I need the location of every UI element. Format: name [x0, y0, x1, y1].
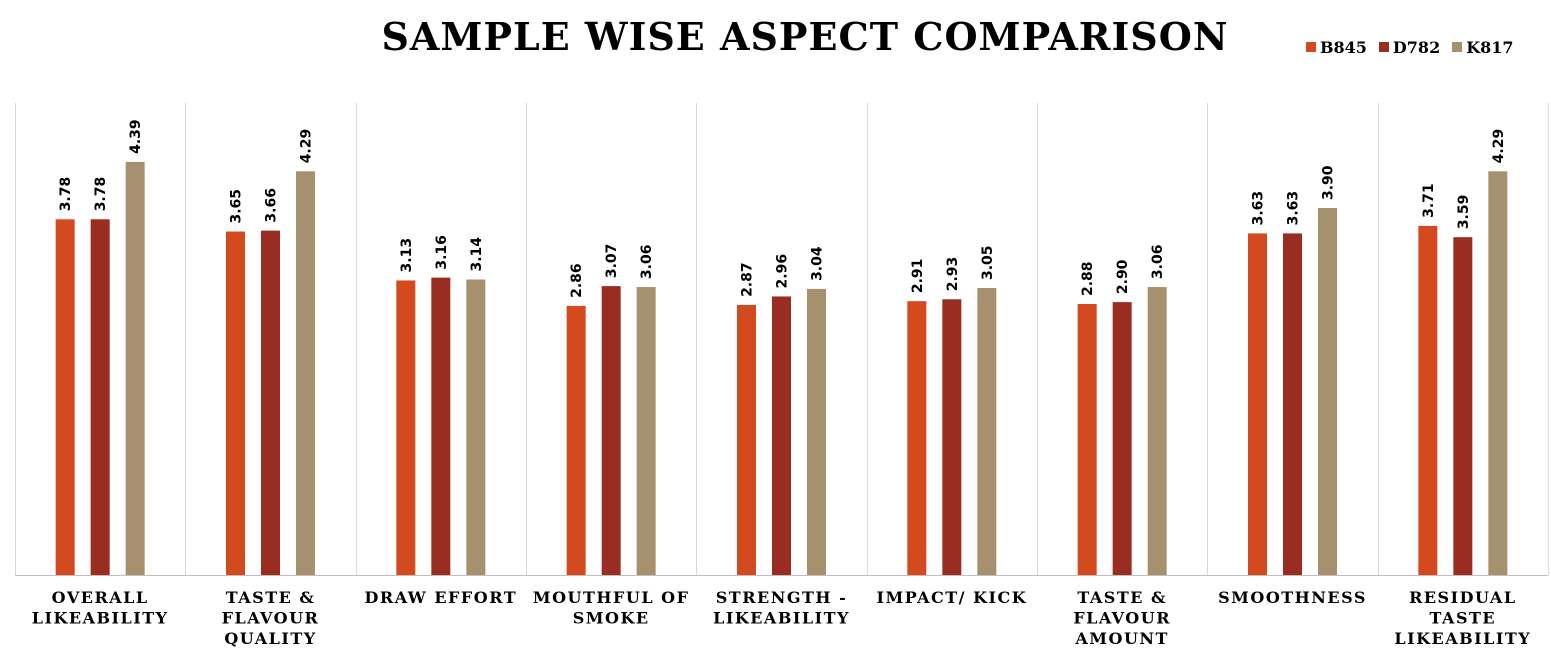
- data-label: 2.90: [1115, 259, 1131, 294]
- bar-d782: [772, 296, 791, 575]
- x-tick-label: LIKEABILITY: [32, 609, 169, 628]
- bar-d782: [601, 286, 621, 575]
- bar-b845: [907, 301, 927, 575]
- x-tick-label: LIKEABILITY: [1394, 629, 1531, 648]
- x-tick-label: SMOOTHNESS: [1218, 588, 1367, 607]
- data-label: 2.88: [1080, 261, 1096, 296]
- bar-d782: [431, 277, 451, 575]
- bar-d782: [942, 299, 962, 575]
- x-tick-label: AMOUNT: [1074, 629, 1169, 648]
- data-label: 3.14: [469, 237, 485, 272]
- data-label: 4.29: [1491, 129, 1507, 164]
- data-label: 3.71: [1421, 183, 1437, 218]
- data-label: 3.78: [93, 177, 109, 212]
- data-label: 2.91: [910, 259, 926, 294]
- bar-b845: [1418, 225, 1438, 575]
- data-label: 4.29: [299, 129, 315, 164]
- data-label: 3.04: [810, 246, 826, 281]
- data-label: 2.86: [569, 263, 585, 298]
- bar-d782: [1112, 302, 1132, 575]
- bar-k817: [125, 161, 145, 575]
- x-tick-label: DRAW EFFORT: [365, 588, 518, 607]
- x-tick-label: TASTE &: [226, 588, 316, 607]
- bar-k817: [466, 279, 486, 575]
- bar-b845: [1248, 233, 1267, 576]
- legend-swatch-d782: [1378, 42, 1389, 52]
- bar-k817: [1147, 287, 1167, 575]
- data-label: 3.63: [1286, 191, 1302, 226]
- legend-swatch-b845: [1306, 42, 1316, 52]
- bar-b845: [1077, 303, 1097, 575]
- data-label: 3.66: [264, 188, 280, 223]
- chart-title: SAMPLE WISE ASPECT COMPARISON: [381, 14, 1229, 59]
- bar-k817: [977, 287, 997, 575]
- data-label: 3.16: [434, 235, 450, 270]
- data-label: 2.93: [945, 257, 961, 292]
- bar-k817: [807, 288, 826, 575]
- data-label: 4.39: [128, 119, 144, 154]
- data-label: 2.96: [775, 254, 791, 289]
- data-label: 3.59: [1456, 195, 1472, 230]
- x-tick-label: TASTE &: [1077, 588, 1167, 607]
- bar-k817: [1488, 171, 1508, 575]
- bar-k817: [1318, 208, 1337, 575]
- bar-b845: [737, 304, 756, 575]
- bar-d782: [1283, 233, 1302, 576]
- legend-item-k817: K817: [1452, 37, 1514, 57]
- data-label: 3.78: [58, 177, 74, 212]
- legend: B845 D782 K817: [1306, 37, 1514, 57]
- x-tick-label: TASTE: [1430, 609, 1497, 628]
- x-tick-label: MOUTHFUL OF: [533, 588, 690, 607]
- data-label: 3.06: [1150, 245, 1166, 280]
- data-label: 3.63: [1251, 191, 1267, 226]
- data-label: 3.06: [639, 245, 655, 280]
- bar-d782: [90, 219, 110, 575]
- data-label: 3.90: [1321, 165, 1337, 200]
- bar-b845: [396, 280, 416, 575]
- bar-b845: [55, 219, 75, 575]
- x-tick-label: FLAVOUR: [1073, 609, 1171, 628]
- x-tick-label: LIKEABILITY: [713, 609, 850, 628]
- bar-b845: [226, 231, 245, 575]
- x-tick-label: IMPACT/ KICK: [877, 588, 1028, 607]
- legend-item-d782: D782: [1378, 37, 1441, 57]
- x-tick-label: STRENGTH -: [716, 588, 847, 607]
- legend-label-d782: D782: [1392, 37, 1441, 57]
- legend-swatch-k817: [1452, 42, 1463, 52]
- bar-k817: [636, 287, 656, 575]
- x-tick-label: RESIDUAL: [1409, 588, 1517, 607]
- x-tick-label: FLAVOUR: [222, 609, 320, 628]
- bar-d782: [1453, 237, 1473, 575]
- bar-k817: [296, 171, 315, 575]
- x-tick-label: OVERALL: [52, 588, 149, 607]
- legend-label-b845: B845: [1320, 37, 1367, 57]
- legend-item-b845: B845: [1306, 38, 1367, 57]
- bar-b845: [566, 305, 586, 575]
- data-label: 3.07: [604, 244, 620, 279]
- data-label: 3.05: [980, 245, 996, 280]
- data-label: 2.87: [740, 262, 756, 297]
- x-tick-label: QUALITY: [224, 629, 316, 648]
- legend-label-k817: K817: [1466, 37, 1514, 57]
- bar-d782: [261, 230, 280, 575]
- x-tick-label: SMOKE: [573, 609, 650, 628]
- data-label: 3.13: [399, 238, 415, 273]
- data-label: 3.65: [229, 189, 245, 224]
